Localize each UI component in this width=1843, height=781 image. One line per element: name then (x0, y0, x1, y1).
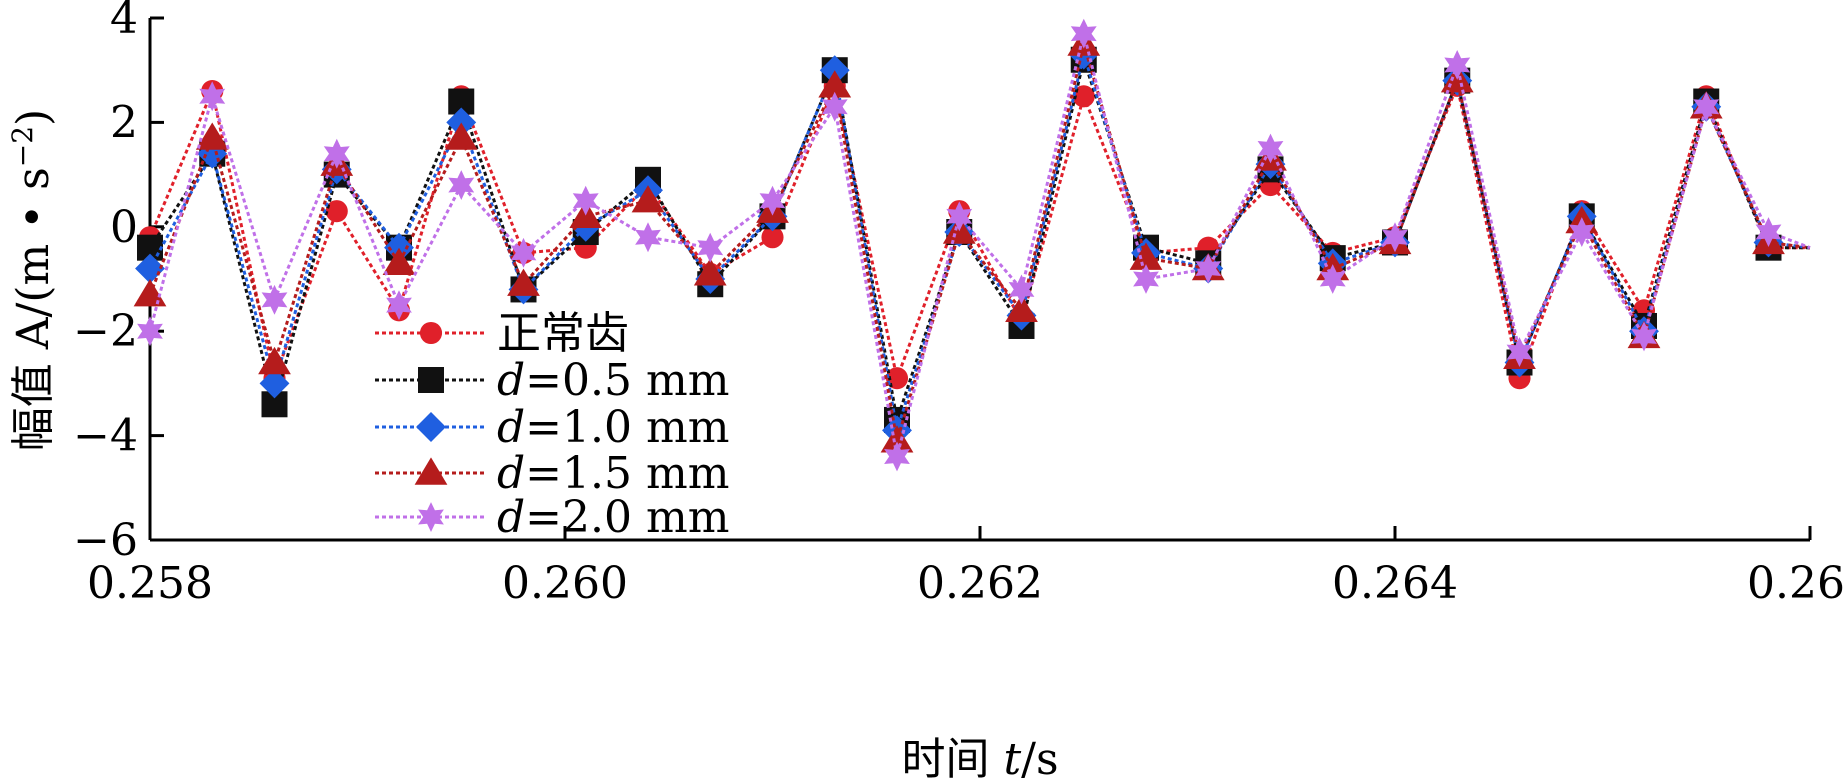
y-tick-label: 0 (110, 202, 138, 253)
axis-labels: 时间 t/s 幅值 A/(m • s−2) (6, 109, 1059, 781)
legend-item: d=0.5 mm (375, 355, 729, 406)
x-tick-label: 0.264 (1332, 558, 1458, 609)
data-point (1072, 85, 1095, 108)
legend-marker (419, 321, 443, 345)
data-point (1195, 253, 1222, 284)
data-point (1319, 264, 1346, 294)
series-5 (137, 18, 1811, 472)
y-tick-label: 2 (110, 97, 138, 148)
y-tick-label: −2 (73, 306, 138, 357)
data-point (197, 138, 228, 169)
x-tick-label: 0.262 (917, 558, 1043, 609)
data-point (1133, 264, 1159, 294)
data-point (1444, 50, 1471, 80)
y-tick-label: 4 (110, 0, 138, 44)
legend-marker (418, 367, 444, 393)
legend-marker (416, 412, 446, 442)
legend-marker (414, 457, 448, 485)
data-point (818, 70, 852, 98)
y-tick-label: −6 (73, 515, 138, 566)
data-point (259, 368, 290, 399)
x-tick-label: 0.258 (87, 558, 213, 609)
data-point (1568, 217, 1595, 247)
legend-label: 正常齿 (497, 308, 629, 359)
data-point (444, 122, 478, 150)
data-point (1506, 337, 1533, 367)
data-point (693, 258, 727, 286)
data-point (1755, 217, 1782, 247)
data-point (137, 316, 163, 347)
data-point (386, 290, 412, 321)
series-4 (133, 28, 1811, 453)
legend-label: d=1.0 mm (497, 402, 729, 453)
data-point (819, 55, 850, 86)
data-point (1257, 133, 1284, 164)
data-point (631, 185, 665, 213)
data-point (697, 232, 724, 263)
data-point (761, 226, 784, 249)
data-point (448, 170, 475, 200)
data-point (382, 247, 416, 276)
data-point (1005, 294, 1038, 323)
x-tick-label: 0.260 (502, 558, 628, 609)
data-point (195, 122, 229, 150)
x-tick-label: 0.266 (1747, 558, 1843, 609)
data-point (261, 284, 288, 315)
data-point (1631, 321, 1657, 352)
data-point (446, 107, 477, 138)
data-point (880, 425, 914, 453)
data-point (1382, 222, 1408, 253)
data-point (323, 138, 350, 169)
legend-label: d=1.5 mm (497, 448, 729, 499)
data-point (325, 200, 348, 223)
x-axis-title: 时间 t/s (901, 734, 1058, 781)
legend-item: d=2.0 mm (375, 492, 729, 543)
legend-label: d=2.0 mm (497, 492, 729, 543)
legend-label: d=0.5 mm (497, 355, 729, 406)
legend-item: d=1.5 mm (375, 448, 729, 499)
data-point (384, 232, 414, 263)
data-point (572, 185, 599, 216)
data-point (510, 237, 537, 268)
data-point (1129, 242, 1163, 270)
axes: −6 −4 −2 0 2 4 0.258 0.260 0.262 0.264 0.266 (73, 0, 1843, 609)
data-point (821, 91, 848, 122)
data-point (635, 222, 661, 253)
series-2 (137, 46, 1810, 433)
data-point (1070, 18, 1097, 49)
data-point (1008, 274, 1035, 305)
y-tick-label: −4 (73, 411, 138, 462)
data-point (946, 201, 973, 232)
data-point (133, 279, 167, 307)
data-point (135, 253, 165, 284)
data-point (1693, 91, 1720, 122)
data-point (258, 346, 291, 375)
data-point (759, 185, 786, 216)
series-line (148, 48, 1811, 431)
legend-item: 正常齿 (375, 308, 629, 359)
data-point (507, 268, 540, 296)
series-layer (133, 18, 1811, 472)
data-point (199, 81, 226, 112)
y-axis-title: 幅值 A/(m • s−2) (6, 109, 59, 451)
data-point (884, 441, 910, 472)
series-line (148, 33, 1811, 457)
legend-marker (418, 502, 444, 532)
legend-item: d=1.0 mm (375, 402, 729, 453)
